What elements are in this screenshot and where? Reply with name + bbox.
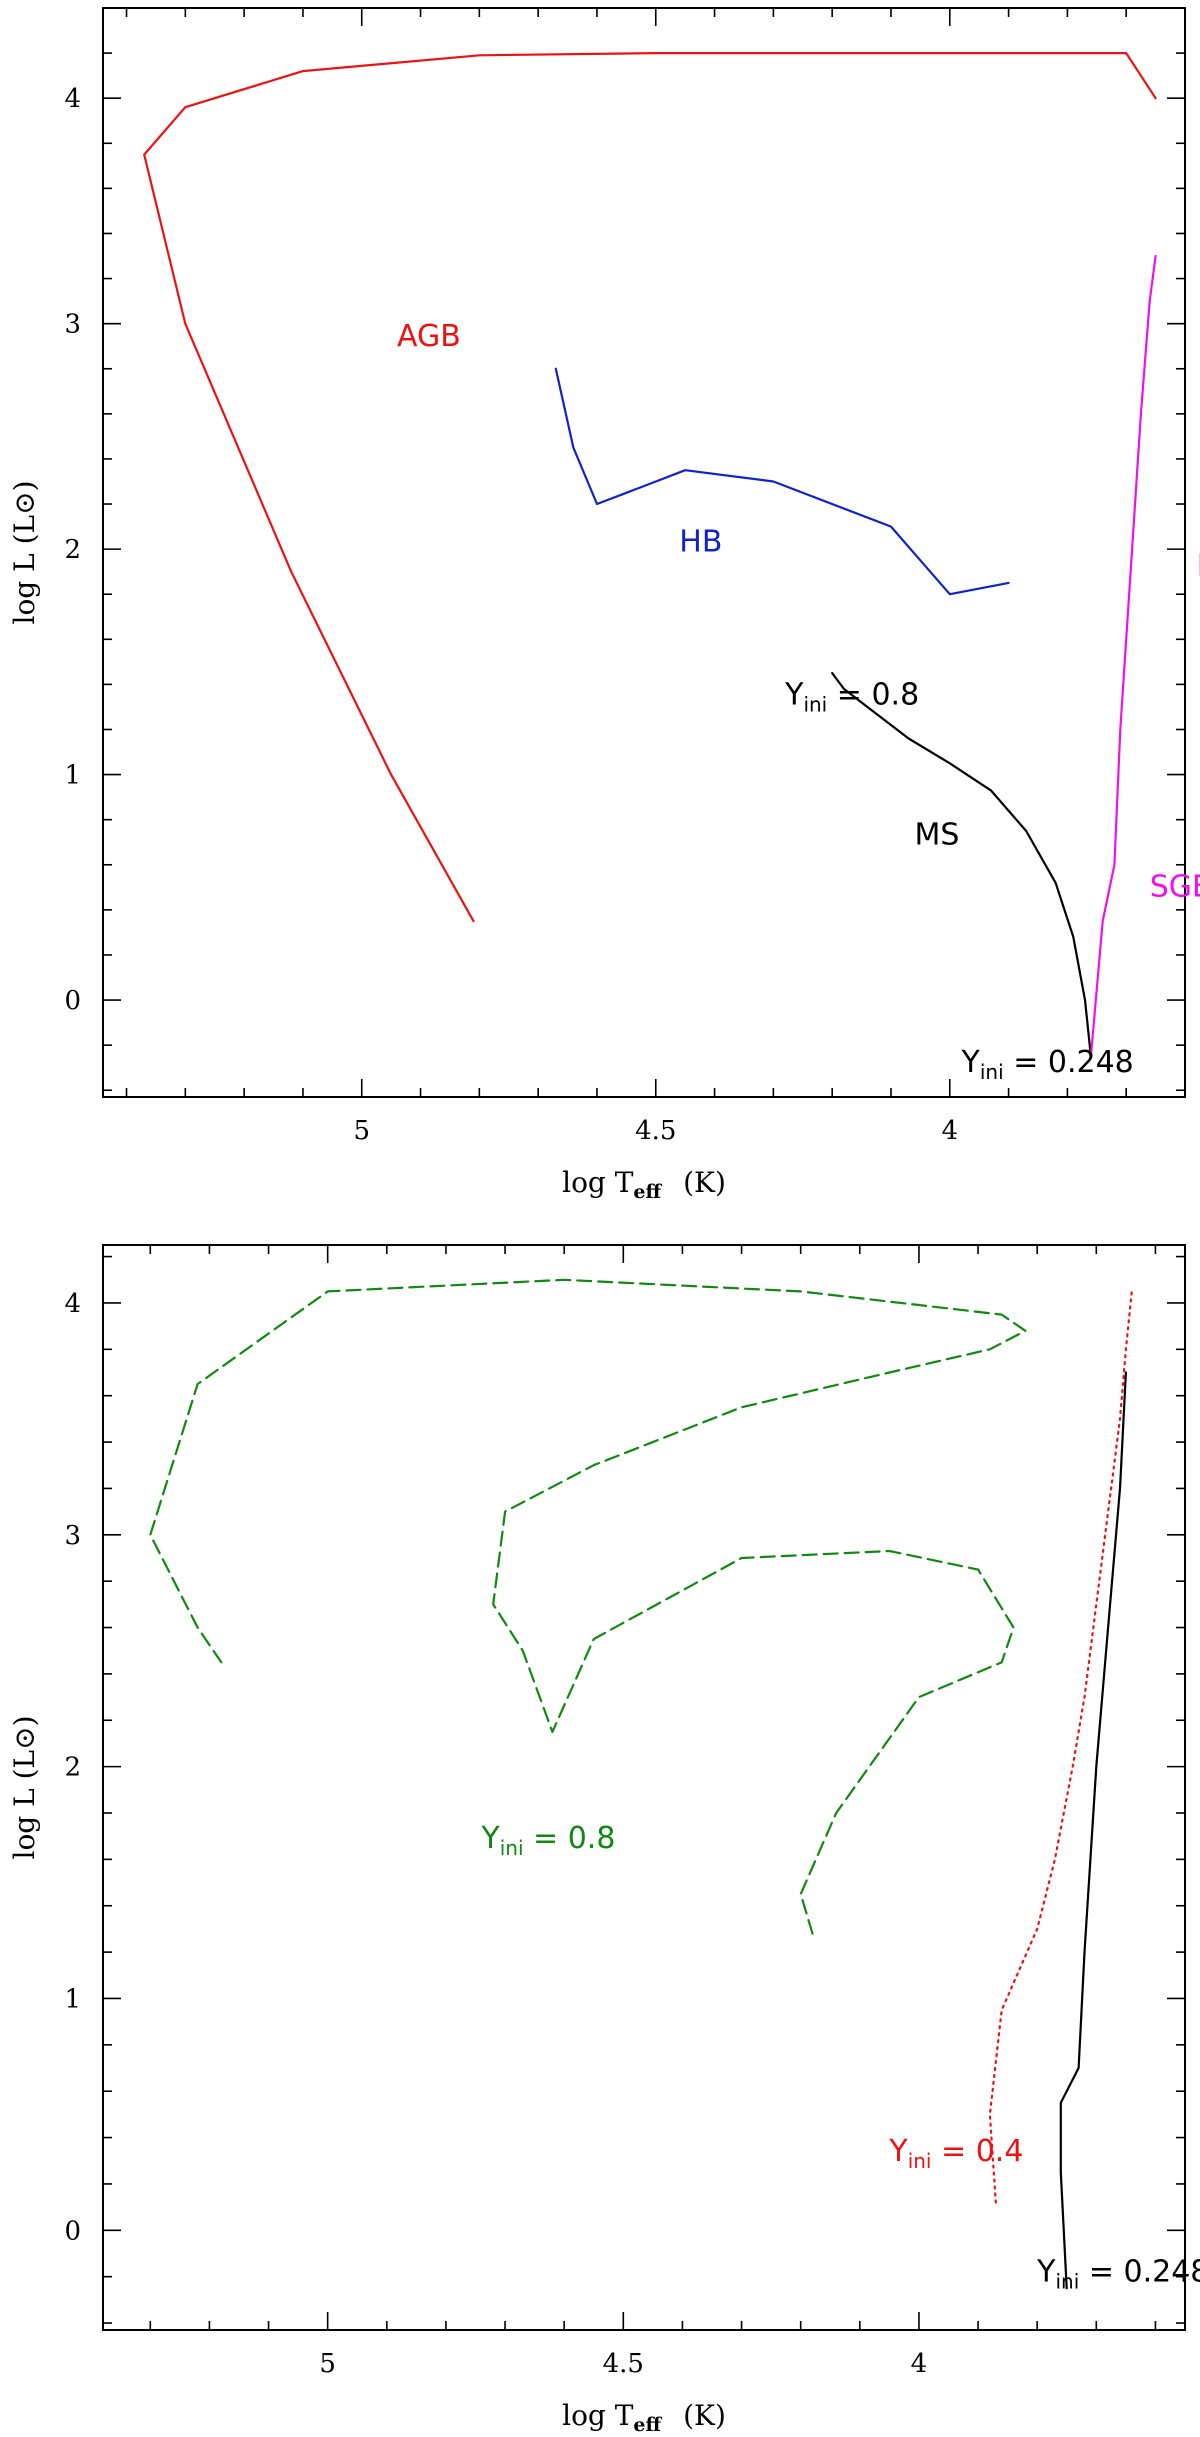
y-axis-label: log L (L⊙) [8,1715,41,1859]
track-series-green-0 [149,1278,1027,1935]
bottom-panel-chart: 5 4.5 4 0 1 2 3 4 log Teff (K) log L (L⊙) Yini = 0.… [8,1244,1200,2436]
track-series-black-2 [1059,1371,1127,2290]
y-tick-label: 2 [64,1753,81,1783]
y-tick-label: 3 [64,310,81,340]
plot-frame [102,1244,1186,2331]
annotation-hb: HB [679,524,722,559]
x-tick-label: 4.5 [603,2349,644,2379]
x-tick-label: 5 [319,2349,336,2379]
y-tick-label: 0 [64,986,81,1016]
track-series-red-1 [988,1290,1133,2204]
y-axis-label: log L (L⊙) [8,480,41,624]
x-tick-label: 5 [353,1116,370,1146]
annotation-yini: Yini = 0.4 [888,2134,1023,2173]
track-series-blue-3 [554,367,1010,596]
y-tick-label: 4 [64,1289,81,1319]
x-tick-label: 4 [942,1116,959,1146]
annotation-rgb: RGB [1197,549,1200,584]
plot-frame [102,7,1186,1098]
top-panel-chart: 5 4.5 4 0 1 2 3 4 log Teff(K) log L (L⊙) AGB HB RGB S… [8,7,1200,1203]
y-tick-label: 0 [64,2216,81,2246]
track-series-magenta-1 [1089,254,1157,1058]
y-tick-label: 1 [64,1984,81,2014]
annotation-yini: Yini = 0.8 [480,1821,615,1860]
y-tick-label: 4 [64,84,81,114]
annotation-yini: Yini = 0.248 [961,1045,1134,1084]
track-series-black-0 [831,672,1092,1058]
y-tick-label: 1 [64,761,81,791]
annotation-yini: Yini = 0.8 [784,678,919,717]
x-tick-label: 4 [911,2349,928,2379]
annotation-yini: Yini = 0.248 [1036,2254,1200,2293]
y-tick-label: 3 [64,1521,81,1551]
annotation-sgb: SGB [1150,869,1200,904]
x-tick-label: 4.5 [635,1116,676,1146]
x-axis-label: log Teff (K) [562,1166,726,1203]
annotation-ms: MS [915,817,960,852]
x-axis-label: log Teff (K) [562,2399,726,2436]
y-tick-label: 2 [64,535,81,565]
annotation-agb: AGB [397,319,461,354]
track-series-red-2 [143,52,1157,923]
